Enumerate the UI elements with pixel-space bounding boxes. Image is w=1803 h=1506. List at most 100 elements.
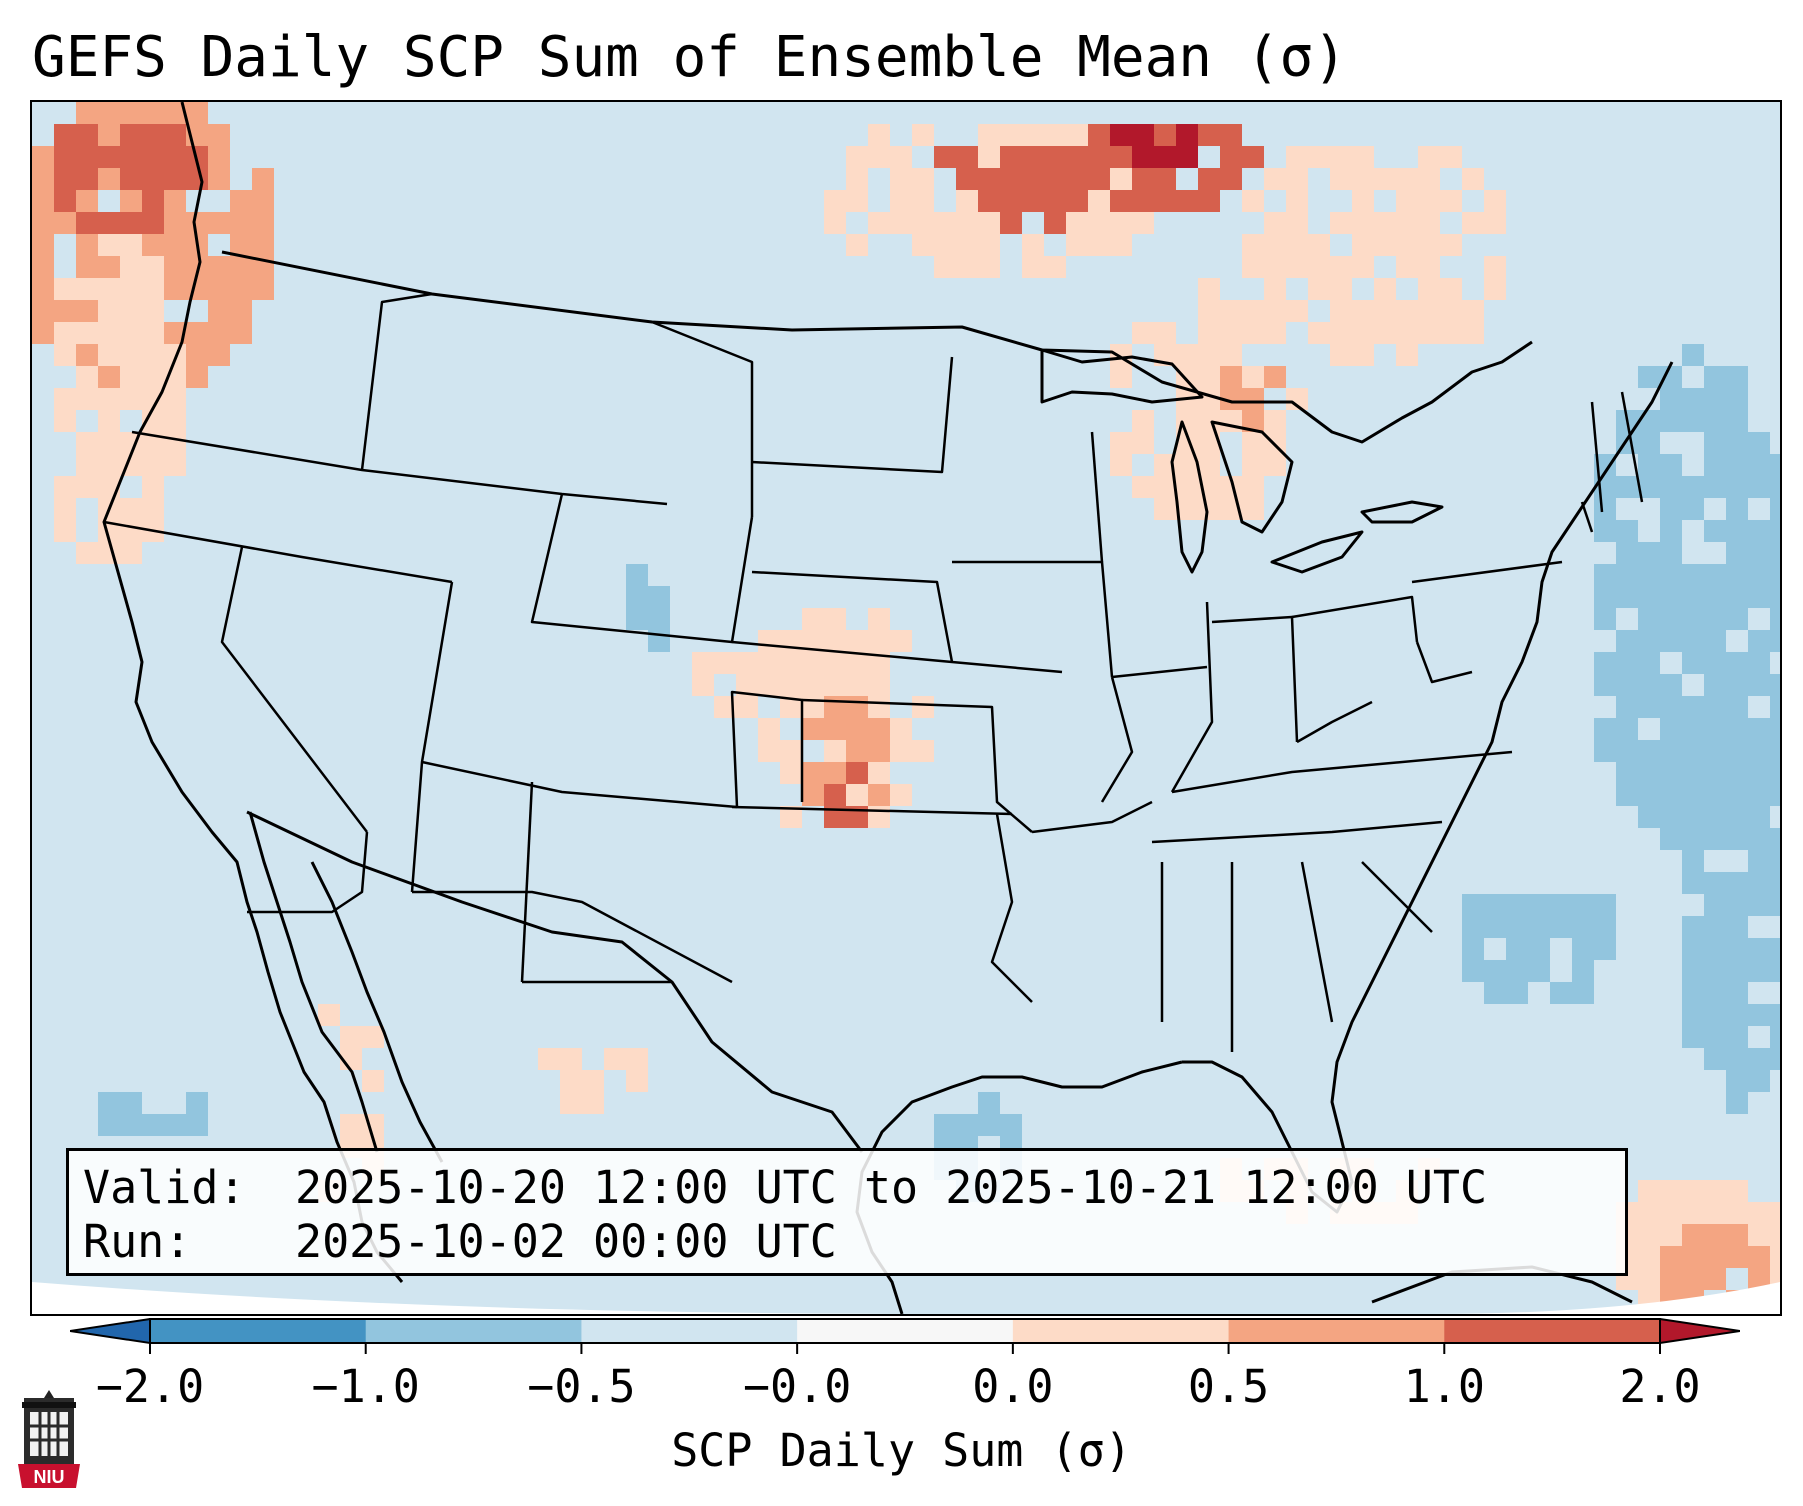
anomaly-cell xyxy=(1748,718,1770,740)
anomaly-cell xyxy=(186,344,208,366)
anomaly-cell xyxy=(1682,938,1704,960)
anomaly-cell xyxy=(1660,1224,1682,1246)
anomaly-cell xyxy=(54,498,76,520)
anomaly-cell xyxy=(1682,850,1704,872)
colorbar-over-triangle xyxy=(1659,1318,1740,1345)
anomaly-cell xyxy=(32,322,54,344)
anomaly-cell xyxy=(208,322,230,344)
anomaly-cell xyxy=(1198,432,1220,454)
anomaly-cell xyxy=(1704,608,1726,630)
anomaly-cell xyxy=(1770,1246,1780,1268)
anomaly-cell xyxy=(1748,894,1770,916)
anomaly-cell xyxy=(1440,322,1462,344)
anomaly-cell xyxy=(142,344,164,366)
anomaly-cell xyxy=(1726,652,1748,674)
anomaly-cell xyxy=(1704,982,1726,1004)
anomaly-cell xyxy=(1418,300,1440,322)
anomaly-cell xyxy=(1154,168,1176,190)
anomaly-cell xyxy=(1374,168,1396,190)
anomaly-cell xyxy=(1198,322,1220,344)
scp-anomaly-map xyxy=(32,102,1780,1314)
anomaly-cell xyxy=(1110,212,1132,234)
anomaly-cell xyxy=(1462,212,1484,234)
anomaly-cell xyxy=(1638,806,1660,828)
anomaly-cell xyxy=(1770,850,1780,872)
anomaly-cell xyxy=(54,520,76,542)
anomaly-cell xyxy=(978,168,1000,190)
anomaly-cell xyxy=(912,124,934,146)
anomaly-cell xyxy=(890,718,912,740)
anomaly-cell xyxy=(1770,630,1780,652)
anomaly-cell xyxy=(1704,1026,1726,1048)
anomaly-cell xyxy=(1726,784,1748,806)
anomaly-cell xyxy=(120,278,142,300)
anomaly-cell xyxy=(1220,124,1242,146)
anomaly-cell xyxy=(1726,586,1748,608)
anomaly-cell xyxy=(1748,652,1770,674)
anomaly-cell xyxy=(142,256,164,278)
anomaly-cell xyxy=(1726,388,1748,410)
anomaly-cell xyxy=(120,542,142,564)
anomaly-cell xyxy=(32,256,54,278)
colorbar-segment xyxy=(1228,1319,1445,1343)
anomaly-cell xyxy=(142,300,164,322)
anomaly-cell xyxy=(186,102,208,124)
anomaly-cell xyxy=(1440,278,1462,300)
anomaly-cell xyxy=(1110,432,1132,454)
anomaly-cell xyxy=(1748,674,1770,696)
anomaly-cell xyxy=(780,806,802,828)
anomaly-cell xyxy=(1198,190,1220,212)
anomaly-cell xyxy=(230,212,252,234)
university-tower-icon xyxy=(18,1390,80,1488)
anomaly-cell xyxy=(362,1070,384,1092)
anomaly-cell xyxy=(1660,498,1682,520)
anomaly-cell xyxy=(1726,938,1748,960)
anomaly-cell xyxy=(1748,806,1770,828)
anomaly-cell xyxy=(1484,278,1506,300)
anomaly-cell xyxy=(1682,608,1704,630)
anomaly-cell xyxy=(98,212,120,234)
anomaly-cell xyxy=(758,630,780,652)
anomaly-cell xyxy=(780,740,802,762)
anomaly-cell xyxy=(1770,960,1780,982)
anomaly-cell xyxy=(1594,894,1616,916)
map-title: GEFS Daily SCP Sum of Ensemble Mean (σ) xyxy=(32,25,1347,90)
anomaly-cell xyxy=(1638,1202,1660,1224)
anomaly-cell xyxy=(1704,454,1726,476)
anomaly-cell xyxy=(1616,718,1638,740)
anomaly-cell xyxy=(1132,410,1154,432)
anomaly-cell xyxy=(1396,322,1418,344)
anomaly-cell xyxy=(252,190,274,212)
anomaly-cell xyxy=(1286,146,1308,168)
anomaly-cell xyxy=(1330,168,1352,190)
anomaly-cell xyxy=(1638,366,1660,388)
anomaly-cell xyxy=(1770,784,1780,806)
anomaly-cell xyxy=(1594,938,1616,960)
anomaly-cell xyxy=(98,344,120,366)
anomaly-cell xyxy=(1264,278,1286,300)
anomaly-cell xyxy=(1770,1026,1780,1048)
anomaly-cell xyxy=(978,1092,1000,1114)
anomaly-cell xyxy=(142,212,164,234)
anomaly-cell xyxy=(1726,894,1748,916)
anomaly-cell xyxy=(890,740,912,762)
anomaly-cell xyxy=(1198,300,1220,322)
anomaly-cell xyxy=(824,674,846,696)
anomaly-cell xyxy=(32,234,54,256)
anomaly-cell xyxy=(1704,1246,1726,1268)
anomaly-cell xyxy=(54,212,76,234)
anomaly-cell xyxy=(1704,1004,1726,1026)
anomaly-cell xyxy=(1748,1202,1770,1224)
anomaly-cell xyxy=(1682,960,1704,982)
anomaly-cell xyxy=(120,388,142,410)
anomaly-cell xyxy=(912,234,934,256)
anomaly-cell xyxy=(164,124,186,146)
anomaly-cell xyxy=(1660,784,1682,806)
anomaly-cell xyxy=(1308,278,1330,300)
anomaly-cell xyxy=(1198,124,1220,146)
anomaly-cell xyxy=(1748,586,1770,608)
anomaly-cell xyxy=(1220,300,1242,322)
anomaly-cell xyxy=(1748,520,1770,542)
anomaly-cell xyxy=(54,278,76,300)
valid-label: Valid: xyxy=(83,1161,246,1214)
